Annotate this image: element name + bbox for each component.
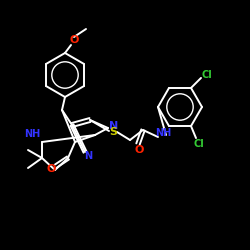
Text: NH: NH (155, 128, 171, 138)
Text: Cl: Cl (194, 139, 204, 149)
Text: O: O (46, 164, 56, 174)
Text: NH: NH (24, 129, 40, 139)
Text: O: O (69, 35, 79, 45)
Text: N: N (110, 121, 119, 131)
Text: N: N (84, 151, 92, 161)
Text: Cl: Cl (202, 70, 212, 80)
Text: S: S (109, 127, 117, 137)
Text: O: O (134, 145, 144, 155)
